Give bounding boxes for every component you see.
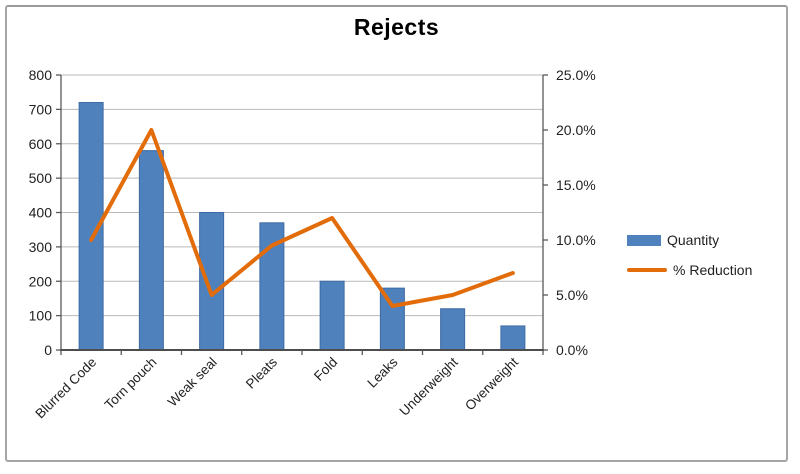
legend: Quantity % Reduction (627, 232, 752, 278)
bar-weak-seal (199, 212, 225, 351)
bar-overweight (500, 325, 526, 351)
pct-reduction-series-swatch-icon (627, 268, 667, 272)
x-category-label-blurred-code: Blurred Code (32, 355, 99, 422)
legend-label-quantity: Quantity (667, 232, 720, 248)
x-category-label-pleats: Pleats (243, 354, 280, 391)
y-axis-left-label: 200 (29, 273, 53, 289)
chart-frame (5, 5, 788, 462)
y-axis-right-label: 25.0% (556, 67, 596, 83)
legend-item-pct-reduction: % Reduction (627, 262, 752, 278)
bar-leaks (379, 287, 405, 351)
legend-label-pct-reduction: % Reduction (673, 262, 753, 278)
y-axis-left-label: 500 (29, 170, 53, 186)
y-axis-right-label: 15.0% (556, 177, 596, 193)
y-axis-left-label: 0 (44, 342, 52, 358)
y-axis-left-label: 300 (29, 239, 53, 255)
y-axis-left-label: 700 (29, 101, 53, 117)
quantity-series-swatch-icon (627, 234, 661, 246)
x-category-label-fold: Fold (311, 355, 340, 384)
y-axis-right-label: 20.0% (556, 122, 596, 138)
y-axis-right-label: 10.0% (556, 232, 596, 248)
bar-fold (319, 280, 345, 351)
y-axis-right-label: 5.0% (556, 287, 588, 303)
legend-item-quantity: Quantity (627, 232, 752, 248)
y-axis-left-label: 800 (29, 67, 53, 83)
y-axis-left-label: 400 (29, 205, 53, 221)
x-category-label-leaks: Leaks (364, 354, 400, 390)
x-category-label-underweight: Underweight (397, 354, 461, 418)
y-axis-right-label: 0.0% (556, 342, 588, 358)
bar-torn-pouch (138, 150, 164, 351)
y-axis-left-label: 100 (29, 308, 53, 324)
x-category-label-overweight: Overweight (462, 354, 521, 413)
chart-title: Rejects (353, 14, 440, 40)
x-category-label-torn-pouch: Torn pouch (102, 355, 160, 413)
x-category-label-weak-seal: Weak seal (165, 355, 220, 410)
bar-underweight (440, 308, 466, 351)
pct-reduction-line (89, 128, 515, 308)
y-axis-left-label: 600 (29, 136, 53, 152)
